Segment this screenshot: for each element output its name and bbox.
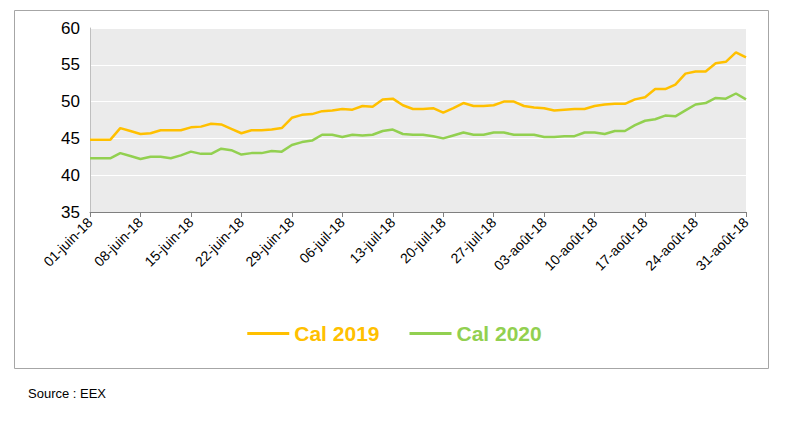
svg-text:29-juin-18: 29-juin-18 — [242, 214, 297, 269]
svg-text:10-août-18: 10-août-18 — [541, 214, 600, 273]
svg-text:50: 50 — [61, 92, 80, 111]
svg-text:08-juin-18: 08-juin-18 — [91, 214, 146, 269]
svg-text:01-juin-18: 01-juin-18 — [40, 214, 95, 269]
svg-text:20-juil-18: 20-juil-18 — [397, 214, 449, 266]
svg-text:13-juil-18: 13-juil-18 — [346, 214, 398, 266]
svg-text:03-août-18: 03-août-18 — [491, 214, 550, 273]
svg-text:22-juin-18: 22-juin-18 — [192, 214, 247, 269]
svg-text:Cal 2020: Cal 2020 — [457, 322, 542, 345]
svg-text:45: 45 — [61, 129, 80, 148]
svg-text:60: 60 — [61, 19, 80, 38]
svg-text:06-juil-18: 06-juil-18 — [296, 214, 348, 266]
svg-text:15-juin-18: 15-juin-18 — [141, 214, 196, 269]
svg-text:40: 40 — [61, 166, 80, 185]
svg-text:Source : EEX: Source : EEX — [28, 386, 106, 401]
svg-text:17-août-18: 17-août-18 — [592, 214, 651, 273]
svg-text:24-août-18: 24-août-18 — [642, 214, 701, 273]
svg-text:55: 55 — [61, 55, 80, 74]
svg-text:35: 35 — [61, 203, 80, 222]
svg-text:27-juil-18: 27-juil-18 — [447, 214, 499, 266]
svg-text:31-août-18: 31-août-18 — [693, 214, 752, 273]
svg-text:Cal 2019: Cal 2019 — [294, 322, 379, 345]
